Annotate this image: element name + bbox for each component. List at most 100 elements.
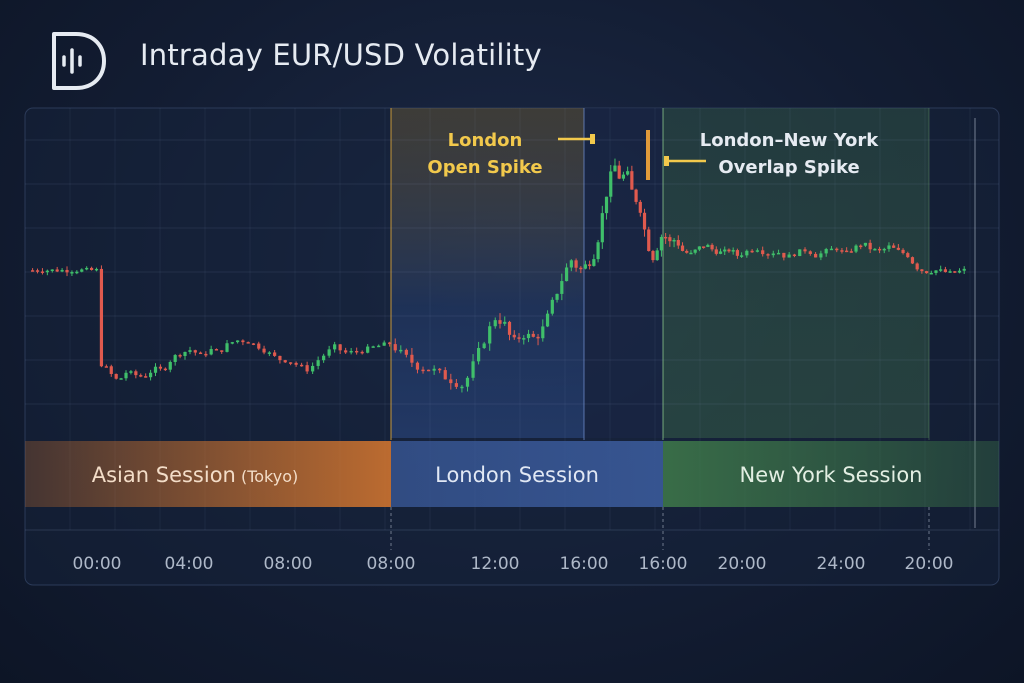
annotation-london-open: London Open Spike bbox=[427, 130, 542, 178]
gap-column bbox=[584, 108, 663, 438]
candle-body bbox=[104, 366, 108, 368]
candle-body bbox=[443, 370, 447, 380]
candle-body bbox=[173, 355, 177, 362]
candle-body bbox=[887, 245, 891, 249]
candle-body bbox=[680, 245, 685, 251]
candle-body bbox=[813, 253, 818, 258]
x-tick-label: 00:00 bbox=[73, 554, 122, 574]
candle-body bbox=[776, 252, 781, 255]
x-tick-label: 08:00 bbox=[264, 554, 313, 574]
candle-body bbox=[153, 366, 158, 373]
candle-body bbox=[771, 253, 775, 256]
candle-body bbox=[198, 352, 203, 355]
candle-body bbox=[906, 253, 910, 258]
candle-body bbox=[204, 353, 208, 356]
candle-body bbox=[948, 271, 952, 273]
candle-body bbox=[85, 267, 89, 270]
london-session-column bbox=[391, 108, 584, 438]
candle-body bbox=[393, 344, 397, 351]
session-name: London Session bbox=[435, 463, 599, 487]
candle-body bbox=[896, 247, 900, 250]
candle-body bbox=[642, 212, 647, 230]
candle-body bbox=[449, 379, 453, 384]
session-band-0 bbox=[25, 441, 391, 507]
candle-body bbox=[517, 337, 521, 339]
candle-body bbox=[432, 368, 436, 371]
candle-body bbox=[31, 270, 35, 272]
x-tick-label: 16:00 bbox=[560, 554, 609, 574]
candle-body bbox=[40, 271, 45, 273]
candle-body bbox=[638, 201, 642, 213]
candle-body bbox=[278, 355, 282, 361]
candle-body bbox=[873, 248, 877, 251]
candle-body bbox=[745, 250, 749, 256]
candle-body bbox=[399, 349, 403, 352]
candle-body bbox=[609, 171, 613, 197]
annotation-spike-bar bbox=[646, 130, 650, 180]
candle-body bbox=[723, 249, 727, 252]
candle-body bbox=[50, 269, 54, 271]
candle-body bbox=[246, 342, 250, 344]
candle-body bbox=[957, 270, 962, 273]
x-tick-label: 16:00 bbox=[639, 554, 688, 574]
session-label-1: London Session bbox=[435, 463, 599, 487]
candle-body bbox=[311, 365, 315, 372]
candle-body bbox=[124, 372, 128, 379]
candle-body bbox=[564, 267, 569, 282]
candle-body bbox=[555, 293, 559, 300]
candle-body bbox=[910, 257, 915, 264]
candle-body bbox=[714, 249, 718, 254]
candle-body bbox=[808, 251, 812, 254]
candle-body bbox=[94, 268, 99, 271]
candle-body bbox=[710, 244, 714, 250]
candle-body bbox=[498, 320, 502, 324]
candle-body bbox=[512, 334, 516, 338]
candle-body bbox=[868, 242, 872, 250]
candle-body bbox=[178, 355, 182, 357]
session-name: New York Session bbox=[740, 463, 923, 487]
candle-body bbox=[454, 383, 458, 387]
candle-body bbox=[634, 189, 638, 202]
candle-body bbox=[80, 269, 84, 272]
candle-body bbox=[592, 259, 596, 266]
newyork-session-column bbox=[663, 108, 929, 438]
logo-icon bbox=[50, 30, 106, 92]
candle-body bbox=[129, 371, 133, 373]
candle-body bbox=[349, 350, 353, 353]
candle-body bbox=[183, 351, 187, 356]
candle-body bbox=[251, 343, 256, 345]
candle-body bbox=[863, 242, 868, 246]
candle-body bbox=[545, 313, 550, 327]
candle-body bbox=[289, 362, 293, 364]
candle-body bbox=[651, 250, 655, 261]
candle-body bbox=[672, 239, 676, 242]
candle-body bbox=[626, 171, 630, 175]
candle-body bbox=[798, 249, 802, 257]
candle-body bbox=[225, 343, 229, 352]
candle-body bbox=[526, 333, 531, 339]
candle-body bbox=[262, 348, 266, 353]
candle-body bbox=[377, 345, 381, 348]
candle-body bbox=[541, 326, 545, 339]
candle-body bbox=[835, 248, 839, 251]
candle-body bbox=[934, 270, 938, 273]
candle-body bbox=[569, 260, 573, 268]
candle-body bbox=[604, 196, 609, 214]
candle-body bbox=[404, 349, 408, 355]
candle-body bbox=[465, 377, 470, 387]
annotation-london-marker bbox=[590, 134, 595, 144]
candle-body bbox=[139, 375, 143, 377]
candle-body bbox=[488, 326, 492, 344]
candle-body bbox=[257, 343, 261, 349]
candle-body bbox=[613, 165, 617, 172]
candle-body bbox=[327, 349, 331, 356]
candle-body bbox=[322, 355, 326, 361]
candle-body bbox=[664, 236, 668, 239]
candle-body bbox=[579, 267, 583, 270]
candle-body bbox=[35, 270, 40, 272]
candle-body bbox=[731, 250, 735, 252]
candle-body bbox=[782, 252, 786, 258]
annotation-line: London–New York bbox=[700, 130, 880, 151]
candle-body bbox=[702, 246, 706, 248]
candle-body bbox=[953, 271, 957, 273]
